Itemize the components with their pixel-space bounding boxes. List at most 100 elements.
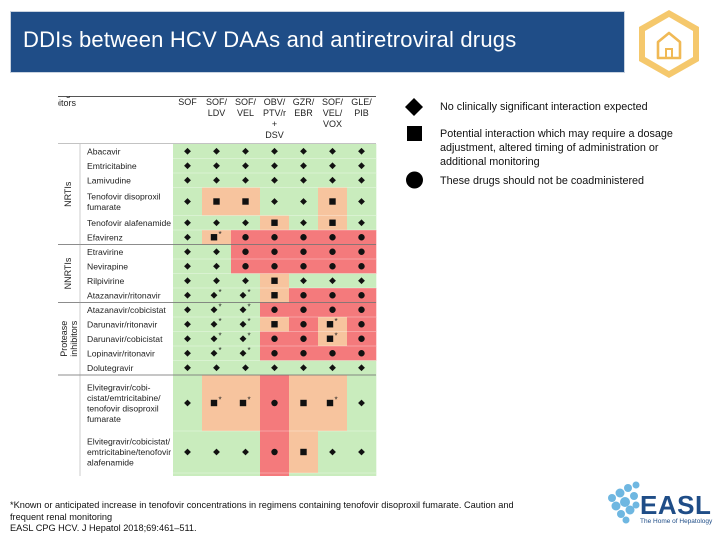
do-not-coadminister-circle-icon: [271, 248, 278, 255]
potential-interaction-square-icon: [300, 399, 307, 407]
asterisk-marker: *: [219, 230, 222, 239]
no-interaction-diamond-icon: [213, 219, 220, 227]
potential-interaction-square-icon: [329, 219, 336, 226]
drug-name: Lamivudine: [87, 175, 131, 185]
drug-name: Tenofovir alafenamide: [87, 218, 171, 228]
potential-interaction-square-icon: [210, 234, 218, 241]
do-not-coadminister-circle-icon: [358, 350, 365, 357]
no-interaction-diamond-icon: [358, 198, 365, 205]
do-not-coadminister-circle-icon: [329, 263, 336, 270]
do-not-coadminister-circle-icon: [358, 234, 365, 241]
no-interaction-diamond-icon: [329, 277, 336, 285]
no-interaction-diamond-icon: [213, 162, 220, 170]
asterisk-marker: *: [248, 396, 251, 405]
potential-interaction-square-icon: [239, 399, 247, 407]
do-not-coadminister-circle-icon: [242, 234, 249, 241]
potential-interaction-square-icon: [213, 198, 220, 205]
no-interaction-diamond-icon: [213, 364, 220, 372]
drug-name: Maraviroc: [87, 475, 125, 476]
no-interaction-diamond-icon: [358, 448, 365, 456]
potential-interaction-square-icon: [326, 321, 334, 328]
no-interaction-diamond-icon: [358, 147, 365, 155]
do-not-coadminister-circle-icon: [358, 292, 365, 299]
do-not-coadminister-circle-icon: [329, 306, 336, 313]
group-label-4: Entry/integraseinhibitors: [58, 96, 88, 108]
no-interaction-diamond-icon: [184, 147, 191, 155]
asterisk-marker: *: [248, 331, 251, 340]
column-header-5: EBR: [294, 108, 313, 118]
asterisk-marker: *: [335, 396, 338, 405]
column-header-2: SOF/: [206, 97, 228, 107]
no-interaction-diamond-icon: [329, 448, 336, 456]
do-not-coadminister-circle-icon: [300, 335, 307, 342]
drug-name: Elvitegravir/cobi-cistat/emtricitabine/t…: [87, 382, 161, 424]
do-not-coadminister-circle-icon: [358, 263, 365, 270]
drug-name: Tenofovir disoproxil fumarate: [87, 191, 161, 212]
page-title: DDIs between HCV DAAs and antiretroviral…: [23, 27, 517, 52]
do-not-coadminister-circle-icon: [329, 350, 336, 357]
no-interaction-diamond-icon: [184, 162, 191, 170]
drug-name: Darunavir/cobicistat: [87, 334, 163, 344]
do-not-coadminister-circle-icon: [242, 248, 249, 255]
column-header-6: SOF/: [322, 97, 344, 107]
drug-name: Elvitegravir/cobicistat/emtricitabine/te…: [87, 437, 171, 468]
no-interaction-diamond-icon: [242, 219, 249, 227]
drug-name: Rilpivirine: [87, 276, 124, 286]
do-not-coadminister-circle-icon: [300, 292, 307, 299]
drug-name: Abacavir: [87, 146, 121, 156]
asterisk-marker: *: [335, 331, 338, 340]
legend-item-no-interaction: No clinically significant interaction ex…: [440, 101, 648, 113]
do-not-coadminister-circle-icon: [271, 335, 278, 342]
footnote-line-1: *Known or anticipated increase in tenofo…: [10, 500, 514, 510]
column-header-5: GZR/: [293, 97, 315, 107]
asterisk-marker: *: [248, 317, 251, 326]
group-label-1: NRTIs: [63, 181, 73, 207]
drug-name: Emtricitabine: [87, 161, 137, 171]
do-not-coadminister-circle-icon: [271, 448, 278, 456]
column-header-4: +: [272, 119, 277, 129]
column-header-6: VOX: [323, 119, 342, 129]
potential-interaction-square-icon: [271, 321, 278, 328]
do-not-coadminister-circle-icon: [271, 350, 278, 357]
no-interaction-diamond-icon: [358, 399, 365, 407]
no-interaction-diamond-icon: [329, 176, 336, 184]
no-interaction-diamond-icon: [242, 364, 249, 372]
no-interaction-diamond-icon: [184, 198, 191, 205]
ddi-table-svg: SOF SOF/LDVSOF/VELOBV/PTV/r+DSVGZR/EBRSOF…: [28, 88, 377, 503]
asterisk-marker: *: [248, 302, 251, 311]
no-interaction-diamond-icon: [184, 176, 191, 184]
no-interaction-diamond-icon: [184, 219, 191, 227]
no-interaction-diamond-icon: [242, 162, 249, 170]
potential-interaction-square-icon: [210, 399, 218, 407]
potential-interaction-square-icon: [271, 292, 278, 299]
do-not-coadminister-circle-icon: [242, 263, 249, 270]
do-not-coadminister-circle-icon: [271, 263, 278, 270]
column-header-4: PTV/r: [263, 108, 286, 118]
footnote-line-2: frequent renal monitoring: [10, 511, 113, 522]
do-not-coadminister-circle-icon: [358, 321, 365, 328]
easl-logo-text: EASL: [640, 490, 712, 520]
easl-tagline: The Home of Hepatology: [640, 518, 713, 525]
no-interaction-diamond-icon: [213, 147, 220, 155]
asterisk-marker: *: [248, 346, 251, 355]
potential-interaction-square-icon: [242, 198, 249, 205]
asterisk-marker: *: [219, 346, 222, 355]
do-not-coadminister-circle-icon: [329, 292, 336, 299]
header: DDIs between HCV DAAs and antiretroviral…: [0, 0, 720, 82]
no-interaction-diamond-icon: [184, 248, 191, 256]
potential-interaction-square-icon: [326, 399, 334, 407]
interaction-table: SOF SOF/LDV SOF/VEL OBV/PTV/r + DSV GZR/EBR SOF…: [28, 88, 382, 503]
cell-bg-r18-c7: [347, 473, 377, 488]
no-interaction-diamond-icon: [358, 277, 365, 285]
do-not-coadminister-circle-icon: [300, 350, 307, 357]
column-header-4: DSV: [265, 130, 284, 140]
home-icon[interactable]: [636, 8, 702, 80]
reference: EASL CPG HCV. J Hepatol 2018;69:461–511.: [10, 523, 197, 533]
drug-name: Etravirine: [87, 247, 124, 257]
do-not-coadminister-circle-icon: [358, 335, 365, 342]
cell-bg-r18-c4: [260, 473, 290, 488]
do-not-coadminister-circle-icon: [329, 248, 336, 255]
asterisk-marker: *: [219, 288, 222, 297]
no-interaction-diamond-icon: [242, 448, 249, 456]
asterisk-marker: *: [335, 317, 338, 326]
